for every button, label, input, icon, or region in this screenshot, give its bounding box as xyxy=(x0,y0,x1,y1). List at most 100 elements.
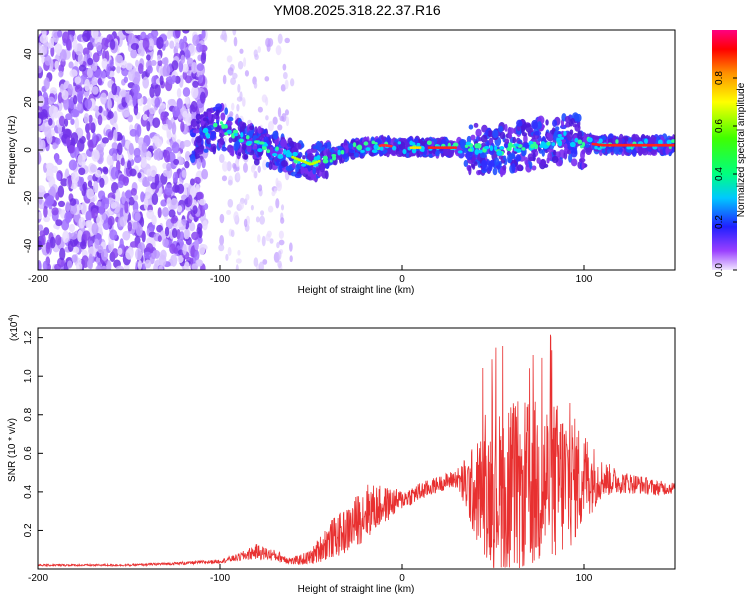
spectrogram-cell xyxy=(529,161,533,170)
spectrogram-cell xyxy=(232,72,238,80)
spectrogram-cell xyxy=(244,70,250,77)
spectrogram-cell xyxy=(116,134,123,141)
snr-y-ticks: 0.2 0.4 0.6 0.8 1.0 1.2 xyxy=(23,330,43,537)
spectrogram-cell xyxy=(253,158,260,166)
spectrogram-cell xyxy=(123,76,129,83)
spectrogram-cell xyxy=(146,168,152,177)
spectrogram-cell xyxy=(238,201,244,210)
spectrogram-cell xyxy=(192,34,200,47)
spectrogram-cell xyxy=(226,209,232,216)
spectrogram-cell xyxy=(618,148,623,153)
spectrogram-cell xyxy=(47,208,53,217)
spectrogram-cell xyxy=(68,61,74,69)
colorbar-tick-label: 0.8 xyxy=(714,71,725,85)
spectrogram-cell xyxy=(233,36,238,47)
spectrogram-cell xyxy=(253,170,258,178)
snr-y-scale-exponent: 4 xyxy=(8,318,15,322)
colorbar-ticks: 0.0 0.2 0.4 0.6 0.8 xyxy=(714,71,737,277)
spectrogram-cell xyxy=(178,38,185,51)
spectrogram-hotspot xyxy=(233,133,238,137)
spectrogram-cell xyxy=(502,164,507,171)
spectrogram-cell xyxy=(99,177,105,188)
spectrogram-cell xyxy=(574,124,581,132)
spectrogram-hotspot xyxy=(499,146,505,150)
spectrogram-cell xyxy=(257,165,261,173)
spectrogram-cell xyxy=(277,107,282,118)
spectrogram-cell xyxy=(280,204,285,211)
spectrogram-hotspot xyxy=(507,142,513,149)
colorbar-tick-label: 0.0 xyxy=(714,263,725,277)
spectrogram-hotspot xyxy=(391,145,397,151)
spectrogram-cell xyxy=(485,129,489,137)
spectrogram-hotspot xyxy=(644,138,648,144)
spectrogram-hotspot xyxy=(671,139,675,144)
spectrogram-cell xyxy=(252,154,257,159)
spectrogram-cell xyxy=(254,53,259,61)
spectrogram-cell xyxy=(169,243,177,254)
spectrogram-cell xyxy=(254,126,258,135)
spectrogram-cell xyxy=(242,162,248,173)
spectrogram-cell xyxy=(155,148,163,161)
spectrogram-cell xyxy=(281,112,287,123)
spectrogram-cell xyxy=(470,134,476,141)
spectrogram-cell xyxy=(203,148,209,153)
spectrogram-cell xyxy=(44,54,52,66)
spectrogram-hotspot xyxy=(581,141,586,147)
spectrogram-cell xyxy=(515,154,521,162)
spectrogram-cell xyxy=(56,158,63,165)
spectrogram-hotspot xyxy=(374,141,378,146)
spectrogram-cell xyxy=(162,65,167,77)
spectrogram-hotspot xyxy=(551,142,556,147)
spectrogram-cell xyxy=(298,151,303,158)
spectrogram-cell xyxy=(284,79,289,90)
spectrogram-cell xyxy=(250,204,254,211)
spectrogram-cell xyxy=(577,130,583,140)
spectrogram-cell xyxy=(243,57,247,68)
spectrogram-cell xyxy=(77,53,84,65)
spectrogram-marks xyxy=(38,30,675,270)
spectrogram-cell xyxy=(264,76,270,82)
spectrogram-cell xyxy=(38,224,44,232)
spectrogram-cell xyxy=(51,165,58,174)
spectrogram-hotspot xyxy=(489,145,494,152)
spectrogram-cell xyxy=(100,92,108,105)
spectrogram-cell xyxy=(158,265,164,270)
spectrogram-cell xyxy=(201,168,209,180)
spectrogram-cell xyxy=(171,75,177,83)
spectrogram-y-label: Frequency (Hz) xyxy=(7,116,18,185)
spectrogram-cell xyxy=(57,30,63,38)
spectrogram-cell xyxy=(43,205,48,218)
colorbar: 0.0 0.2 0.4 0.6 0.8 Normalized spectral ampl… xyxy=(712,30,747,277)
spectrogram-cell xyxy=(192,205,198,215)
spectrogram-cell xyxy=(74,246,80,254)
spectrogram-cell xyxy=(259,215,265,225)
x-tick-label: -100 xyxy=(210,573,230,584)
x-tick-label: 0 xyxy=(399,274,405,285)
spectrogram-cell xyxy=(200,52,207,65)
spectrogram-cell xyxy=(110,166,119,180)
spectrogram-cell xyxy=(113,110,118,124)
spectrogram-cell xyxy=(504,138,510,145)
spectrogram-hotspot xyxy=(259,141,265,145)
spectrogram-cell xyxy=(326,148,330,157)
spectrogram-cell xyxy=(146,54,151,61)
spectrogram-cell xyxy=(73,95,78,105)
spectrogram-cell xyxy=(235,258,242,264)
spectrogram-cell xyxy=(130,49,138,59)
spectrogram-cell xyxy=(606,149,611,154)
spectrogram-cell xyxy=(257,106,263,113)
spectrogram-cell xyxy=(166,197,172,207)
spectrogram-cell xyxy=(193,176,201,184)
spectrogram-cell xyxy=(227,67,234,76)
spectrogram-cell xyxy=(581,161,585,170)
y-tick-label: 1.0 xyxy=(23,369,34,383)
spectrogram-cell xyxy=(145,150,152,161)
spectrogram-cell xyxy=(171,142,180,154)
spectrogram-cell xyxy=(498,125,504,133)
spectrogram-cell xyxy=(138,63,144,75)
spectrogram-cell xyxy=(182,243,187,256)
spectrogram-cell xyxy=(78,64,87,72)
spectrogram-hotspot xyxy=(426,140,432,146)
spectrogram-cell xyxy=(70,109,80,118)
